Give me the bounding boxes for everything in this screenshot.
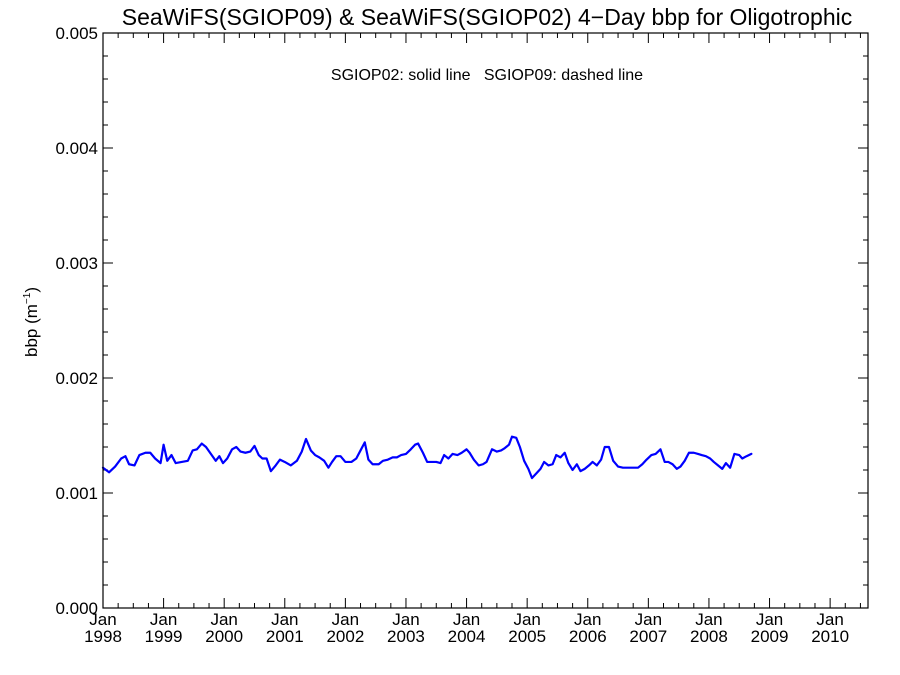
x-tick-month-label: Jan [816, 610, 843, 629]
x-tick-month-label: Jan [150, 610, 177, 629]
x-tick-year-label: 2006 [569, 627, 607, 646]
x-axis-ticks: Jan1998Jan1999Jan2000Jan2001Jan2002Jan20… [84, 33, 861, 646]
x-tick-year-label: 2007 [629, 627, 667, 646]
x-tick-year-label: 1999 [145, 627, 183, 646]
x-tick-month-label: Jan [695, 610, 722, 629]
y-tick-label: 0.002 [55, 369, 98, 388]
x-tick-month-label: Jan [332, 610, 359, 629]
y-axis-label-prefix: bbp (m [22, 304, 41, 357]
x-tick-month-label: Jan [635, 610, 662, 629]
x-tick-year-label: 2005 [508, 627, 546, 646]
x-tick-year-label: 2003 [387, 627, 425, 646]
y-axis-label: bbp (m−1) [22, 287, 41, 357]
chart-title: SeaWiFS(SGIOP09) & SeaWiFS(SGIOP02) 4−Da… [122, 4, 853, 30]
y-tick-label: 0.001 [55, 484, 98, 503]
y-axis-ticks: 0.000 0.001 0.002 0.003 0.004 0.005 [55, 24, 868, 618]
y-tick-label: 0.000 [55, 599, 98, 618]
x-tick-year-label: 2000 [205, 627, 243, 646]
series-layer [101, 435, 753, 480]
x-tick-year-label: 2004 [448, 627, 486, 646]
line-style-annotation: SGIOP02: solid line SGIOP09: dashed line [331, 67, 643, 84]
x-tick-year-label: 2002 [326, 627, 364, 646]
x-tick-month-label: Jan [513, 610, 540, 629]
x-tick-month-label: Jan [756, 610, 783, 629]
y-tick-label: 0.005 [55, 24, 98, 43]
x-tick-month-label: Jan [392, 610, 419, 629]
x-tick-month-label: Jan [210, 610, 237, 629]
y-axis-label-superscript: −1 [22, 292, 33, 304]
x-tick-year-label: 2010 [811, 627, 849, 646]
y-tick-label: 0.003 [55, 254, 98, 273]
x-tick-year-label: 2008 [690, 627, 728, 646]
x-tick-year-label: 2009 [751, 627, 789, 646]
x-tick-month-label: Jan [574, 610, 601, 629]
x-tick-month-label: Jan [271, 610, 298, 629]
x-tick-year-label: 2001 [266, 627, 304, 646]
x-tick-month-label: Jan [453, 610, 480, 629]
y-axis-label-suffix: ) [22, 287, 41, 293]
x-tick-year-label: 1998 [84, 627, 122, 646]
y-tick-label: 0.004 [55, 139, 98, 158]
plot-frame [102, 32, 869, 609]
x-tick-month-label: Jan [89, 610, 116, 629]
series-line [101, 435, 753, 480]
